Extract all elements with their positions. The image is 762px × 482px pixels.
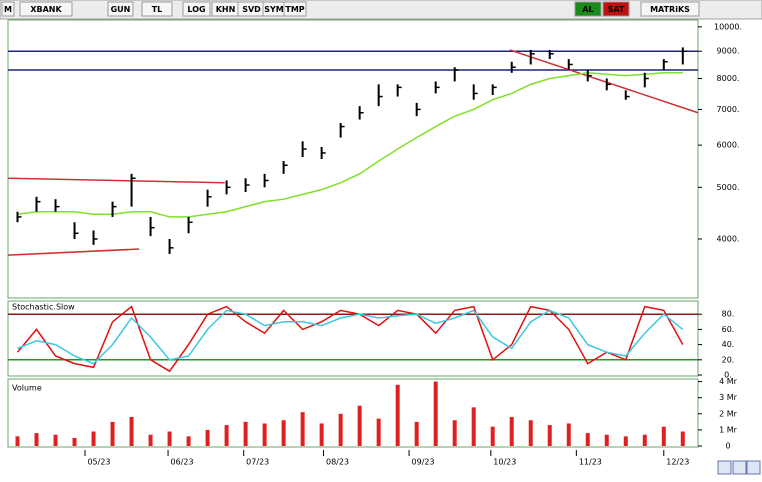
stoch-panel: [7, 300, 699, 377]
y-tick-label: 3 Mr: [719, 393, 738, 402]
y-tick-label: 0.: [724, 371, 732, 380]
volume-bar: [72, 437, 77, 446]
volume-bar: [224, 425, 229, 446]
toolbar-button[interactable]: [182, 1, 211, 17]
y-tick-label: 4000.: [717, 234, 740, 243]
volume-bar: [680, 431, 685, 446]
volume-bar: [490, 426, 495, 446]
volume-bar: [186, 436, 191, 446]
toolbar-button[interactable]: [602, 1, 630, 17]
x-tick-label: 10/23: [493, 458, 516, 467]
volume-bar: [509, 417, 514, 446]
volume-bar: [53, 434, 58, 446]
stochastic-line: [16, 305, 684, 373]
moving-average: [17, 72, 683, 218]
volume-bar: [300, 412, 305, 446]
toolbar-label: TMP: [285, 5, 304, 14]
volume-bar: [566, 423, 571, 446]
y-tick-label: 80.: [722, 310, 735, 319]
toolbar-label: KHN: [216, 5, 236, 14]
y-tick-label: 6000.: [717, 141, 740, 150]
x-tick-label: 07/23: [246, 458, 269, 467]
trend-line: [509, 49, 699, 114]
volume-bar: [129, 417, 134, 446]
x-tick-label: 12/23: [666, 458, 689, 467]
toolbar-label: GUN: [111, 5, 131, 14]
volume-bar: [243, 421, 248, 446]
y-tick-label: 7000.: [717, 105, 740, 114]
toolbar-label: AL: [582, 5, 593, 14]
y-tick-label: 9000.: [717, 47, 740, 56]
volume-bar: [148, 434, 153, 446]
volume-bar: [414, 421, 419, 446]
volume-bar: [91, 431, 96, 446]
toolbar-button[interactable]: [283, 1, 307, 17]
volume-bar: [262, 423, 267, 446]
toolbar-label: MATRiKS: [650, 5, 690, 14]
volume-bar: [471, 407, 476, 446]
y-tick-label: 1 Mr: [719, 425, 738, 434]
y-tick-label: 5000.: [717, 183, 740, 192]
x-tick-label: 09/23: [412, 458, 435, 467]
x-tick-label: 05/23: [87, 458, 110, 467]
y-tick-label: 2 Mr: [719, 409, 738, 418]
x-tick-label: 06/23: [171, 458, 194, 467]
panel-title: Stochastic.Slow: [12, 303, 75, 312]
volume-bar: [167, 431, 172, 446]
volume-bar: [205, 429, 210, 446]
volume-bar: [433, 381, 438, 446]
toolbar-label: SYM: [264, 5, 284, 14]
panel-title: Volume: [12, 384, 42, 393]
toolbar-button[interactable]: [640, 1, 700, 17]
volume-bar: [642, 434, 647, 446]
toolbar-button[interactable]: [1, 1, 15, 17]
y-tick-label: 10000.: [714, 22, 742, 31]
toolbar-label: TL: [152, 5, 163, 14]
volume-bar: [110, 421, 115, 446]
toolbar-label: M: [4, 5, 12, 14]
volume-bar: [376, 418, 381, 446]
volume-bar: [661, 426, 666, 446]
scroll-left-button[interactable]: [732, 460, 747, 475]
volume-bar: [34, 433, 39, 446]
y-tick-label: 0: [725, 442, 730, 451]
volume-bar: [623, 436, 628, 446]
toolbar-button[interactable]: [574, 1, 602, 17]
toolbar-button[interactable]: [141, 1, 173, 17]
volume-bar: [281, 420, 286, 446]
trend-line: [7, 177, 225, 184]
volume-bar: [319, 423, 324, 446]
toolbar-label: SVD: [242, 5, 261, 14]
y-tick-label: 60.: [722, 325, 735, 334]
scroll-right-button[interactable]: [746, 460, 761, 475]
volume-bar: [452, 420, 457, 446]
volume-bar: [585, 433, 590, 446]
toolbar-label: XBANK: [30, 5, 62, 14]
volume-panel: [7, 378, 699, 448]
volume-bar: [395, 384, 400, 446]
toolbar-button[interactable]: [19, 1, 73, 17]
volume-bar: [547, 425, 552, 446]
stochastic-line: [17, 309, 684, 365]
x-tick-label: 08/23: [326, 458, 349, 467]
y-tick-label: 8000.: [717, 74, 740, 83]
volume-bar: [15, 436, 20, 446]
y-tick-label: 20.: [722, 355, 735, 364]
volume-bar: [357, 405, 362, 446]
toolbar-label: LOG: [187, 5, 205, 14]
toolbar-button[interactable]: [107, 1, 134, 17]
y-tick-label: 40.: [722, 340, 735, 349]
toolbar-label: SAT: [608, 5, 625, 14]
y-tick-label: 4 Mr: [719, 377, 738, 386]
volume-bar: [338, 413, 343, 446]
refresh-button[interactable]: [717, 460, 732, 475]
volume-bar: [604, 434, 609, 446]
price-panel: [7, 19, 699, 299]
trend-line: [7, 248, 140, 256]
x-tick-label: 11/23: [579, 458, 602, 467]
volume-bar: [528, 420, 533, 446]
